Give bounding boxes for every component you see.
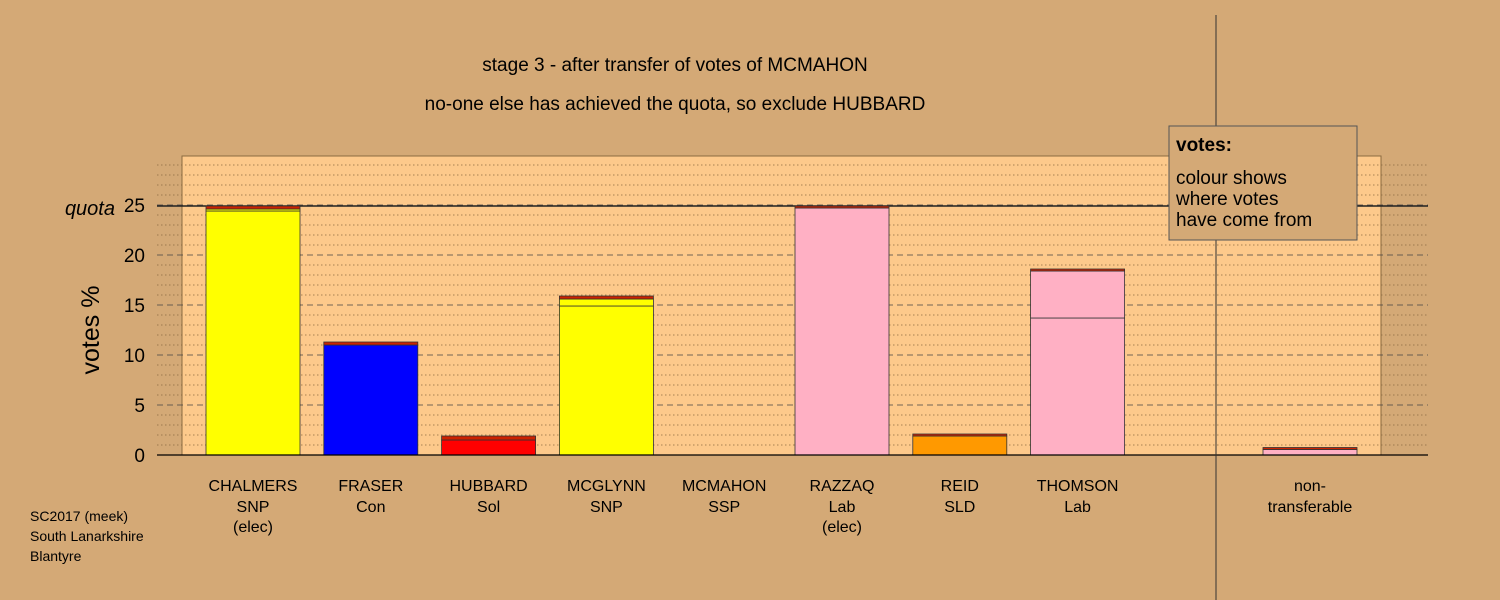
y-axis-label: votes %	[77, 286, 105, 375]
legend-background	[1168, 125, 1358, 241]
quota-label: quota	[65, 198, 115, 220]
footer-line-1: SC2017 (meek)	[30, 508, 128, 524]
bar-nontransferable-segment	[1262, 447, 1358, 450]
y-tick-label: 20	[124, 246, 145, 267]
y-tick-label: 10	[124, 346, 145, 367]
bar-mcglynn-segment	[559, 298, 654, 307]
x-label-name: CHALMERS	[209, 478, 298, 495]
y-tick-label: 0	[134, 446, 145, 467]
bar-thomson-segment	[1030, 317, 1125, 456]
bar-mcglynn-segment	[559, 305, 654, 456]
bar-reid-segment	[912, 435, 1008, 456]
bar-reid-segment	[912, 433, 1008, 437]
x-label-party: Sol	[477, 499, 500, 516]
y-tick-label: 5	[134, 396, 145, 417]
bars	[205, 205, 1358, 456]
bar-mcglynn-segment	[559, 295, 654, 300]
footer-line-3: Blantyre	[30, 548, 82, 564]
bar-hubbard-segment	[441, 435, 537, 441]
x-label-party: Lab	[829, 499, 856, 516]
chart-title: stage 3 - after transfer of votes of MCM…	[482, 55, 867, 76]
nontransferable-label-line2: transferable	[1268, 499, 1353, 516]
x-label-name: HUBBARD	[449, 478, 527, 495]
x-label-name: FRASER	[338, 478, 403, 495]
legend-line-3: have come from	[1176, 210, 1312, 231]
x-label-name: MCGLYNN	[567, 478, 646, 495]
x-label-party: SNP	[237, 499, 270, 516]
bar-fraser-segment	[323, 341, 419, 346]
legend-line-1: colour shows	[1176, 168, 1287, 189]
y-tick-label: 25	[124, 196, 145, 217]
bar-razzaq-segment	[794, 205, 890, 209]
x-label-name: RAZZAQ	[810, 478, 875, 495]
bar-razzaq-segment	[794, 207, 890, 456]
x-label-party: Lab	[1064, 499, 1091, 516]
x-label-party: SLD	[944, 499, 975, 516]
legend-box: votes: colour shows where votes have com…	[1168, 125, 1358, 241]
y-axis-ticks: 0 5 10 15 20 25	[124, 196, 145, 467]
x-label-note: (elec)	[822, 519, 862, 536]
bar-fraser-segment	[323, 344, 419, 456]
x-label-party: Con	[356, 499, 385, 516]
bar-thomson-segment	[1030, 268, 1125, 272]
footer-line-2: South Lanarkshire	[30, 528, 144, 544]
bar-hubbard-segment	[441, 439, 537, 456]
x-label-name: MCMAHON	[682, 478, 766, 495]
legend-line-2: where votes	[1175, 189, 1278, 210]
x-label-note: (elec)	[233, 519, 273, 536]
x-axis-labels: CHALMERS SNP (elec) FRASER Con HUBBARD Sol MCGL…	[209, 478, 1119, 536]
x-label-name: REID	[941, 478, 979, 495]
nontransferable-label-line1: non-	[1294, 478, 1326, 495]
x-label-name: THOMSON	[1037, 478, 1119, 495]
bar-thomson-segment	[1030, 270, 1125, 319]
legend-title: votes:	[1176, 135, 1232, 156]
x-label-party: SSP	[708, 499, 740, 516]
x-label-party: SNP	[590, 499, 623, 516]
bar-chalmers-segment	[205, 210, 301, 456]
y-tick-label: 15	[124, 296, 145, 317]
bar-nontransferable-segment	[1262, 449, 1358, 456]
bar-chalmers-segment	[205, 205, 301, 210]
chart-subtitle: no-one else has achieved the quota, so e…	[425, 94, 926, 115]
